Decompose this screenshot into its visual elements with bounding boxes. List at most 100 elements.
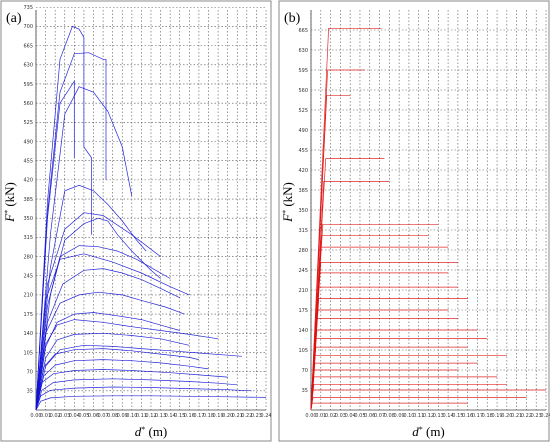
series-line-21 <box>35 344 243 411</box>
x-axis-label: d* (m) <box>135 424 168 439</box>
x-axis-label-var: d <box>135 424 142 439</box>
x-tick-label: 0.13 <box>155 413 166 419</box>
x-tick-label: 0.14 <box>165 413 176 419</box>
series-line-11 <box>35 332 190 411</box>
x-tick-label: 0.24 <box>260 413 271 419</box>
x-tick-label: 0.24 <box>540 413 550 419</box>
y-tick-label: 560 <box>23 101 33 107</box>
y-tick-label: 245 <box>298 268 308 274</box>
x-tick-label: 0.13 <box>433 413 444 419</box>
panel-a: 0.000.010.020.030.040.050.060.070.080.09… <box>0 0 272 442</box>
x-tick-label: 0.16 <box>184 413 195 419</box>
y-tick-label: 735 <box>23 5 33 11</box>
x-axis-label-sup: * <box>141 425 145 434</box>
y-tick-label: 630 <box>23 63 33 69</box>
y-tick-label: 35 <box>302 388 308 394</box>
x-tick-label: 0.09 <box>117 413 128 419</box>
y-tick-label: 385 <box>298 188 308 194</box>
y-tick-label: 175 <box>23 312 33 318</box>
y-axis-label: F* (kN) <box>280 182 295 223</box>
x-tick-label: 0.21 <box>232 413 243 419</box>
y-tick-label: 665 <box>298 28 308 34</box>
x-tick-label: 0.19 <box>213 413 224 419</box>
x-tick-label: 0.20 <box>501 413 512 419</box>
y-tick-label: 210 <box>23 293 33 299</box>
x-tick-label: 0.11 <box>413 413 424 419</box>
series-line-3 <box>310 95 351 411</box>
x-tick-label: 0.05 <box>78 413 89 419</box>
y-tick-label: 280 <box>23 254 33 260</box>
x-tick-label: 0.18 <box>203 413 214 419</box>
y-tick-label: 140 <box>298 328 308 334</box>
y-tick-label: 315 <box>298 228 308 234</box>
x-axis-label-sup: * <box>419 425 423 434</box>
y-tick-label: 245 <box>23 274 33 280</box>
series-line-12 <box>35 348 199 411</box>
series-line-3 <box>35 86 133 411</box>
y-axis-label-var: F <box>2 213 17 223</box>
x-tick-label: 0.08 <box>384 413 395 419</box>
series-line-2 <box>35 52 107 411</box>
y-tick-label: 560 <box>298 88 308 94</box>
y-tick-label: 525 <box>23 120 33 126</box>
y-tick-label: 175 <box>298 308 308 314</box>
y-axis-label-sup: * <box>3 210 12 214</box>
series-line-15 <box>35 378 238 411</box>
x-tick-label: 0.03 <box>59 413 70 419</box>
x-tick-label: 0.17 <box>472 413 483 419</box>
series-line-4 <box>35 80 75 411</box>
x-tick-label: 0.14 <box>443 413 454 419</box>
x-tick-label: 0.17 <box>193 413 204 419</box>
series-line-25 <box>310 402 468 411</box>
y-tick-label: 140 <box>23 331 33 337</box>
x-axis-label-unit: (m) <box>423 424 445 439</box>
x-tick-label: 0.04 <box>345 413 356 419</box>
series-line-18 <box>35 253 190 411</box>
y-tick-label: 70 <box>27 369 33 375</box>
y-tick-label: 455 <box>23 158 33 164</box>
series-line-8 <box>35 268 180 411</box>
y-tick-label: 490 <box>23 139 33 145</box>
x-tick-label: 0.10 <box>126 413 137 419</box>
x-tick-label: 0.01 <box>40 413 51 419</box>
series-line-20 <box>35 319 219 411</box>
y-axis-label-unit: (kN) <box>280 182 295 210</box>
y-tick-label: 595 <box>298 68 308 74</box>
y-axis-label-var: F <box>280 213 295 223</box>
x-tick-label: 0.00 <box>305 413 316 419</box>
x-tick-label: 0.15 <box>174 413 185 419</box>
x-tick-label: 0.00 <box>30 413 41 419</box>
y-tick-label: 630 <box>298 48 308 54</box>
panel-b: 0.000.010.020.030.040.050.060.070.080.09… <box>278 0 550 442</box>
x-tick-label: 0.07 <box>374 413 385 419</box>
x-tick-label: 0.22 <box>241 413 252 419</box>
y-axis-label-sup: * <box>281 210 290 214</box>
series-line-17 <box>35 395 267 411</box>
y-tick-label: 665 <box>23 43 33 49</box>
y-tick-label: 385 <box>23 197 33 203</box>
y-tick-label: 35 <box>27 389 33 395</box>
y-tick-label: 105 <box>23 350 33 356</box>
y-tick-label: 420 <box>23 178 33 184</box>
x-tick-label: 0.18 <box>482 413 493 419</box>
panel-frame <box>278 0 550 442</box>
series-line-5 <box>35 184 147 411</box>
x-tick-label: 0.12 <box>145 413 156 419</box>
y-tick-label: 455 <box>298 148 308 154</box>
series-line-14 <box>35 369 228 411</box>
x-axis-label: d* (m) <box>412 424 445 439</box>
series-line-6 <box>35 217 161 411</box>
x-tick-label: 0.11 <box>136 413 147 419</box>
y-tick-label: 105 <box>298 348 308 354</box>
x-tick-label: 0.01 <box>315 413 326 419</box>
y-axis-label-unit: (kN) <box>2 182 17 210</box>
y-tick-label: 595 <box>23 82 33 88</box>
x-tick-label: 0.05 <box>354 413 365 419</box>
panel-label: (a) <box>6 11 22 26</box>
y-tick-label: 700 <box>23 24 33 30</box>
x-tick-label: 0.23 <box>531 413 542 419</box>
panel-label: (b) <box>284 11 301 26</box>
x-tick-label: 0.20 <box>222 413 233 419</box>
x-axis-label-unit: (m) <box>145 424 167 439</box>
